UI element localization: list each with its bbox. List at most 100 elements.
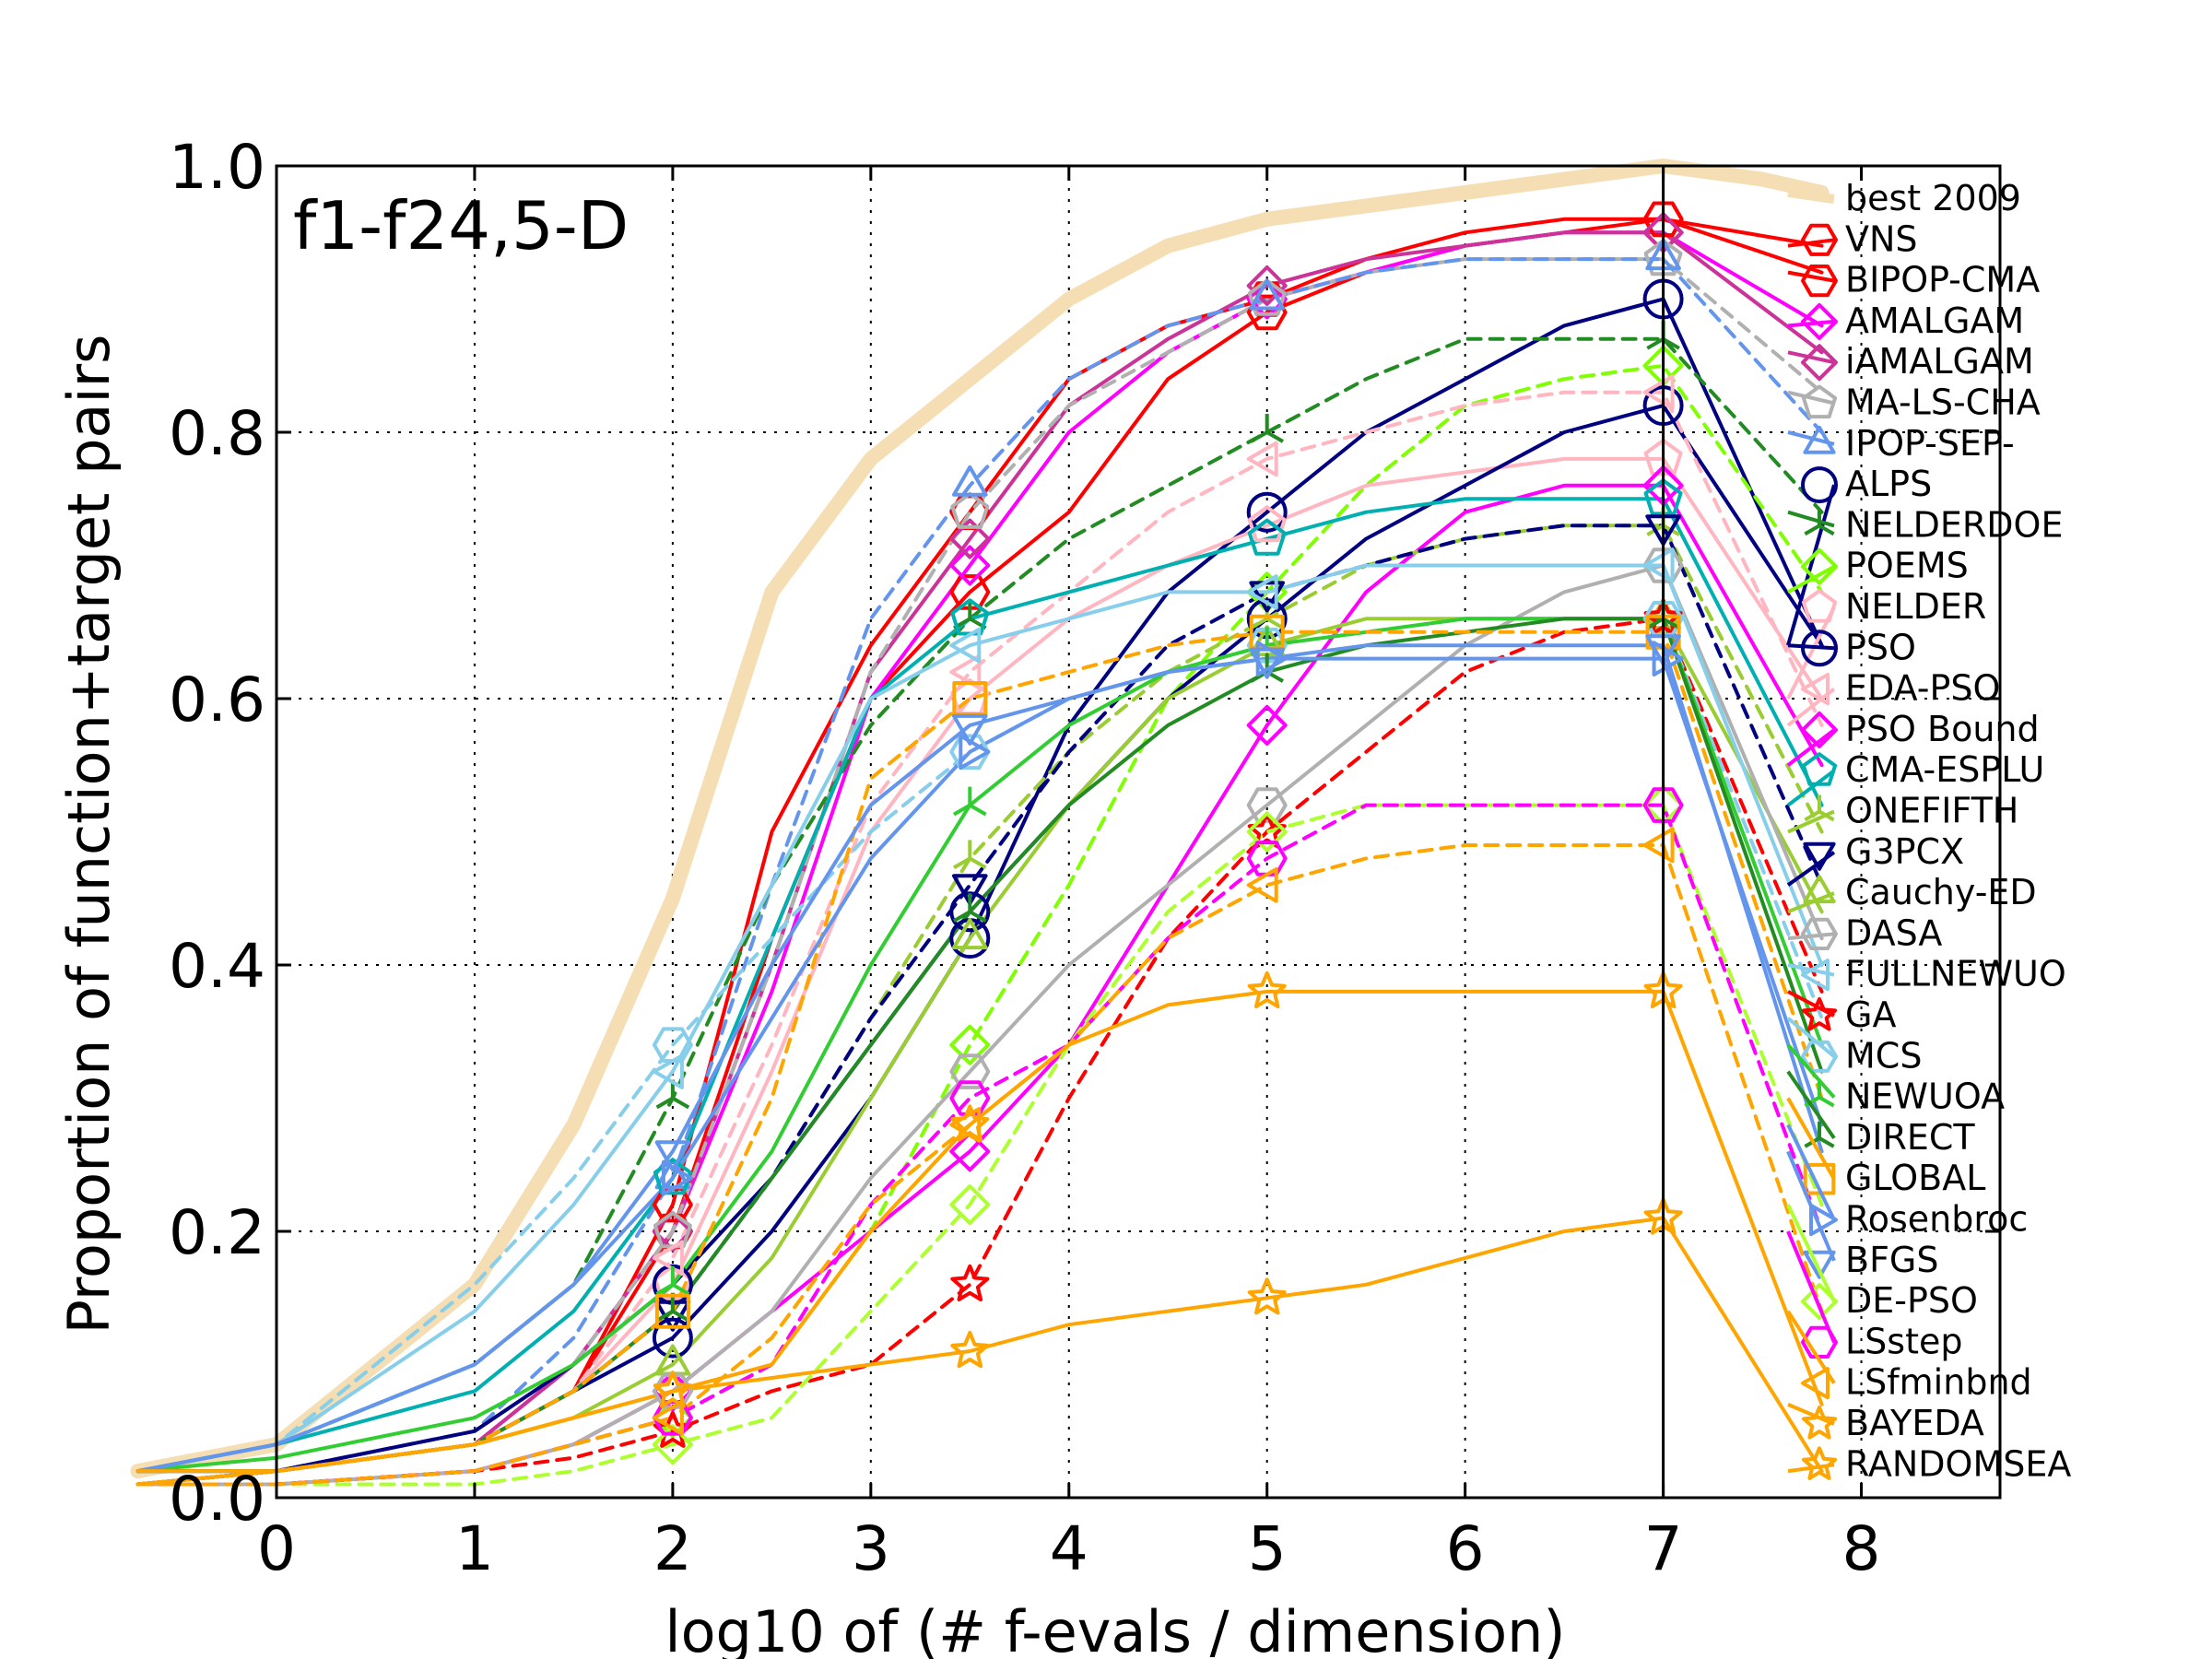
series-line-29 — [135, 843, 1824, 1487]
series-marker-12 — [949, 653, 982, 690]
series-marker-18 — [949, 1053, 991, 1089]
series-marker-23 — [952, 893, 987, 923]
legend-marker-21 — [1801, 1040, 1838, 1073]
series-marker-29 — [1642, 827, 1675, 864]
legend-marker-31 — [1801, 1446, 1838, 1480]
legend-marker-25 — [1809, 1203, 1838, 1237]
legend-label-10: NELDER — [1845, 586, 1986, 627]
legend-label-17: Cauchy-ED — [1845, 872, 2037, 912]
legend-label-16: G3PCX — [1845, 831, 1964, 872]
series-marker-3 — [949, 545, 991, 586]
x-tick-label: 3 — [852, 1513, 890, 1584]
legend-label-19: FULLNEWUO — [1845, 954, 2066, 994]
series-marker-31 — [653, 1371, 692, 1408]
legend-line-20 — [1787, 990, 1835, 1018]
legend-label-4: iAMALGAM — [1845, 341, 2034, 382]
series-marker-26 — [654, 1140, 691, 1172]
legend-line-11 — [1787, 643, 1835, 651]
legend-marker-16 — [1803, 841, 1836, 871]
series-marker-7 — [652, 1317, 693, 1359]
series-line-27 — [135, 803, 1824, 1487]
legend-marker-14 — [1801, 752, 1838, 786]
legend-label-31: RANDOMSEA — [1845, 1443, 2071, 1484]
series-line-16 — [135, 524, 1824, 1487]
legend-label-29: LSfminbnd — [1845, 1362, 2032, 1403]
legend-label-21: MCS — [1845, 1035, 1922, 1076]
y-tick-label: 0.2 — [169, 1197, 265, 1268]
legend-marker-27 — [1801, 1283, 1838, 1321]
legend-label-2: BIPOP-CMA — [1845, 260, 2040, 300]
series-line-4 — [135, 230, 1824, 1487]
legend-marker-6 — [1803, 425, 1836, 454]
series-marker-27 — [1246, 811, 1288, 853]
x-tick-label: 5 — [1248, 1513, 1287, 1584]
series-marker-31 — [1247, 1277, 1287, 1315]
legend-line-22 — [1786, 1043, 1836, 1099]
legend-label-27: DE-PSO — [1845, 1280, 1978, 1321]
series-marker-25 — [1652, 641, 1684, 677]
series-marker-5 — [950, 491, 990, 529]
series-marker-19 — [1642, 547, 1675, 583]
legend-line-14 — [1786, 769, 1836, 807]
series-marker-30 — [950, 1104, 990, 1142]
series-marker-21 — [949, 734, 991, 771]
legend-marker-10 — [1801, 589, 1838, 623]
x-tick-label: 0 — [257, 1513, 296, 1584]
legend-line-23 — [1786, 1070, 1836, 1140]
series-marker-9 — [949, 1024, 991, 1065]
legend-marker-22 — [1804, 1080, 1835, 1108]
series-marker-29 — [1246, 867, 1278, 903]
series-line-26 — [135, 643, 1824, 1474]
series-marker-5 — [1247, 278, 1287, 316]
legend-line-1 — [1787, 238, 1835, 248]
legend-label-30: BAYEDA — [1845, 1403, 1984, 1443]
series-marker-4 — [949, 518, 991, 559]
legend-label-6: IPOP-SEP- — [1845, 423, 2015, 464]
legend-marker-7 — [1801, 466, 1838, 504]
series-marker-10 — [1247, 505, 1287, 543]
legend-label-25: Rosenbroc — [1845, 1199, 2028, 1240]
series-marker-25 — [661, 1159, 693, 1196]
series-marker-21 — [652, 1027, 693, 1063]
series-marker-19 — [949, 627, 982, 664]
legend-line-4 — [1787, 350, 1835, 365]
series-marker-26 — [1249, 647, 1285, 679]
chart-title: f1-f24,5-D — [293, 187, 629, 265]
series-markers — [652, 201, 1684, 1465]
legend-line-0 — [1787, 187, 1835, 204]
series-line-0 — [130, 159, 1830, 1479]
legend-line-18 — [1787, 932, 1835, 941]
series-marker-17 — [952, 918, 988, 950]
y-tick-label: 0.0 — [169, 1464, 265, 1535]
series-marker-12 — [1642, 374, 1675, 410]
legend-label-24: GLOBAL — [1845, 1158, 1985, 1198]
series-line-31 — [135, 1216, 1824, 1474]
x-tick-label: 7 — [1644, 1513, 1683, 1584]
legend-label-12: EDA-PSO — [1845, 668, 2000, 709]
y-tick-label: 0.4 — [169, 931, 265, 1002]
series-line-8 — [135, 336, 1824, 1474]
legend-label-0: best 2009 — [1845, 178, 2021, 218]
series-line-19 — [135, 563, 1824, 1474]
legend-marker-30 — [1801, 1406, 1838, 1440]
legend-line-21 — [1786, 1017, 1836, 1058]
legend-line-28 — [1786, 1230, 1836, 1344]
x-tick-label: 8 — [1842, 1513, 1881, 1584]
legend-label-14: CMA-ESPLU — [1845, 749, 2044, 790]
series-line-23 — [135, 617, 1824, 1474]
legend-line-25 — [1786, 1124, 1836, 1221]
legend-label-3: AMALGAM — [1845, 300, 2024, 341]
legend-marker-8 — [1804, 509, 1835, 536]
legend-marker-17 — [1803, 875, 1836, 904]
axis-ticks: 0 1 2 3 4 5 6 7 8 0.0 0.2 0.4 0.6 0.8 1.0 — [169, 132, 2000, 1584]
legend-marker-13 — [1801, 711, 1838, 748]
legend-line-27 — [1786, 1204, 1836, 1302]
legend-line-2 — [1787, 270, 1835, 283]
series-marker-19 — [652, 1053, 684, 1089]
legend-marker-3 — [1801, 302, 1838, 340]
series-marker-27 — [652, 1424, 693, 1465]
series-marker-31 — [950, 1331, 990, 1369]
legend-label-26: BFGS — [1845, 1240, 1939, 1280]
series-marker-14 — [653, 1158, 692, 1195]
